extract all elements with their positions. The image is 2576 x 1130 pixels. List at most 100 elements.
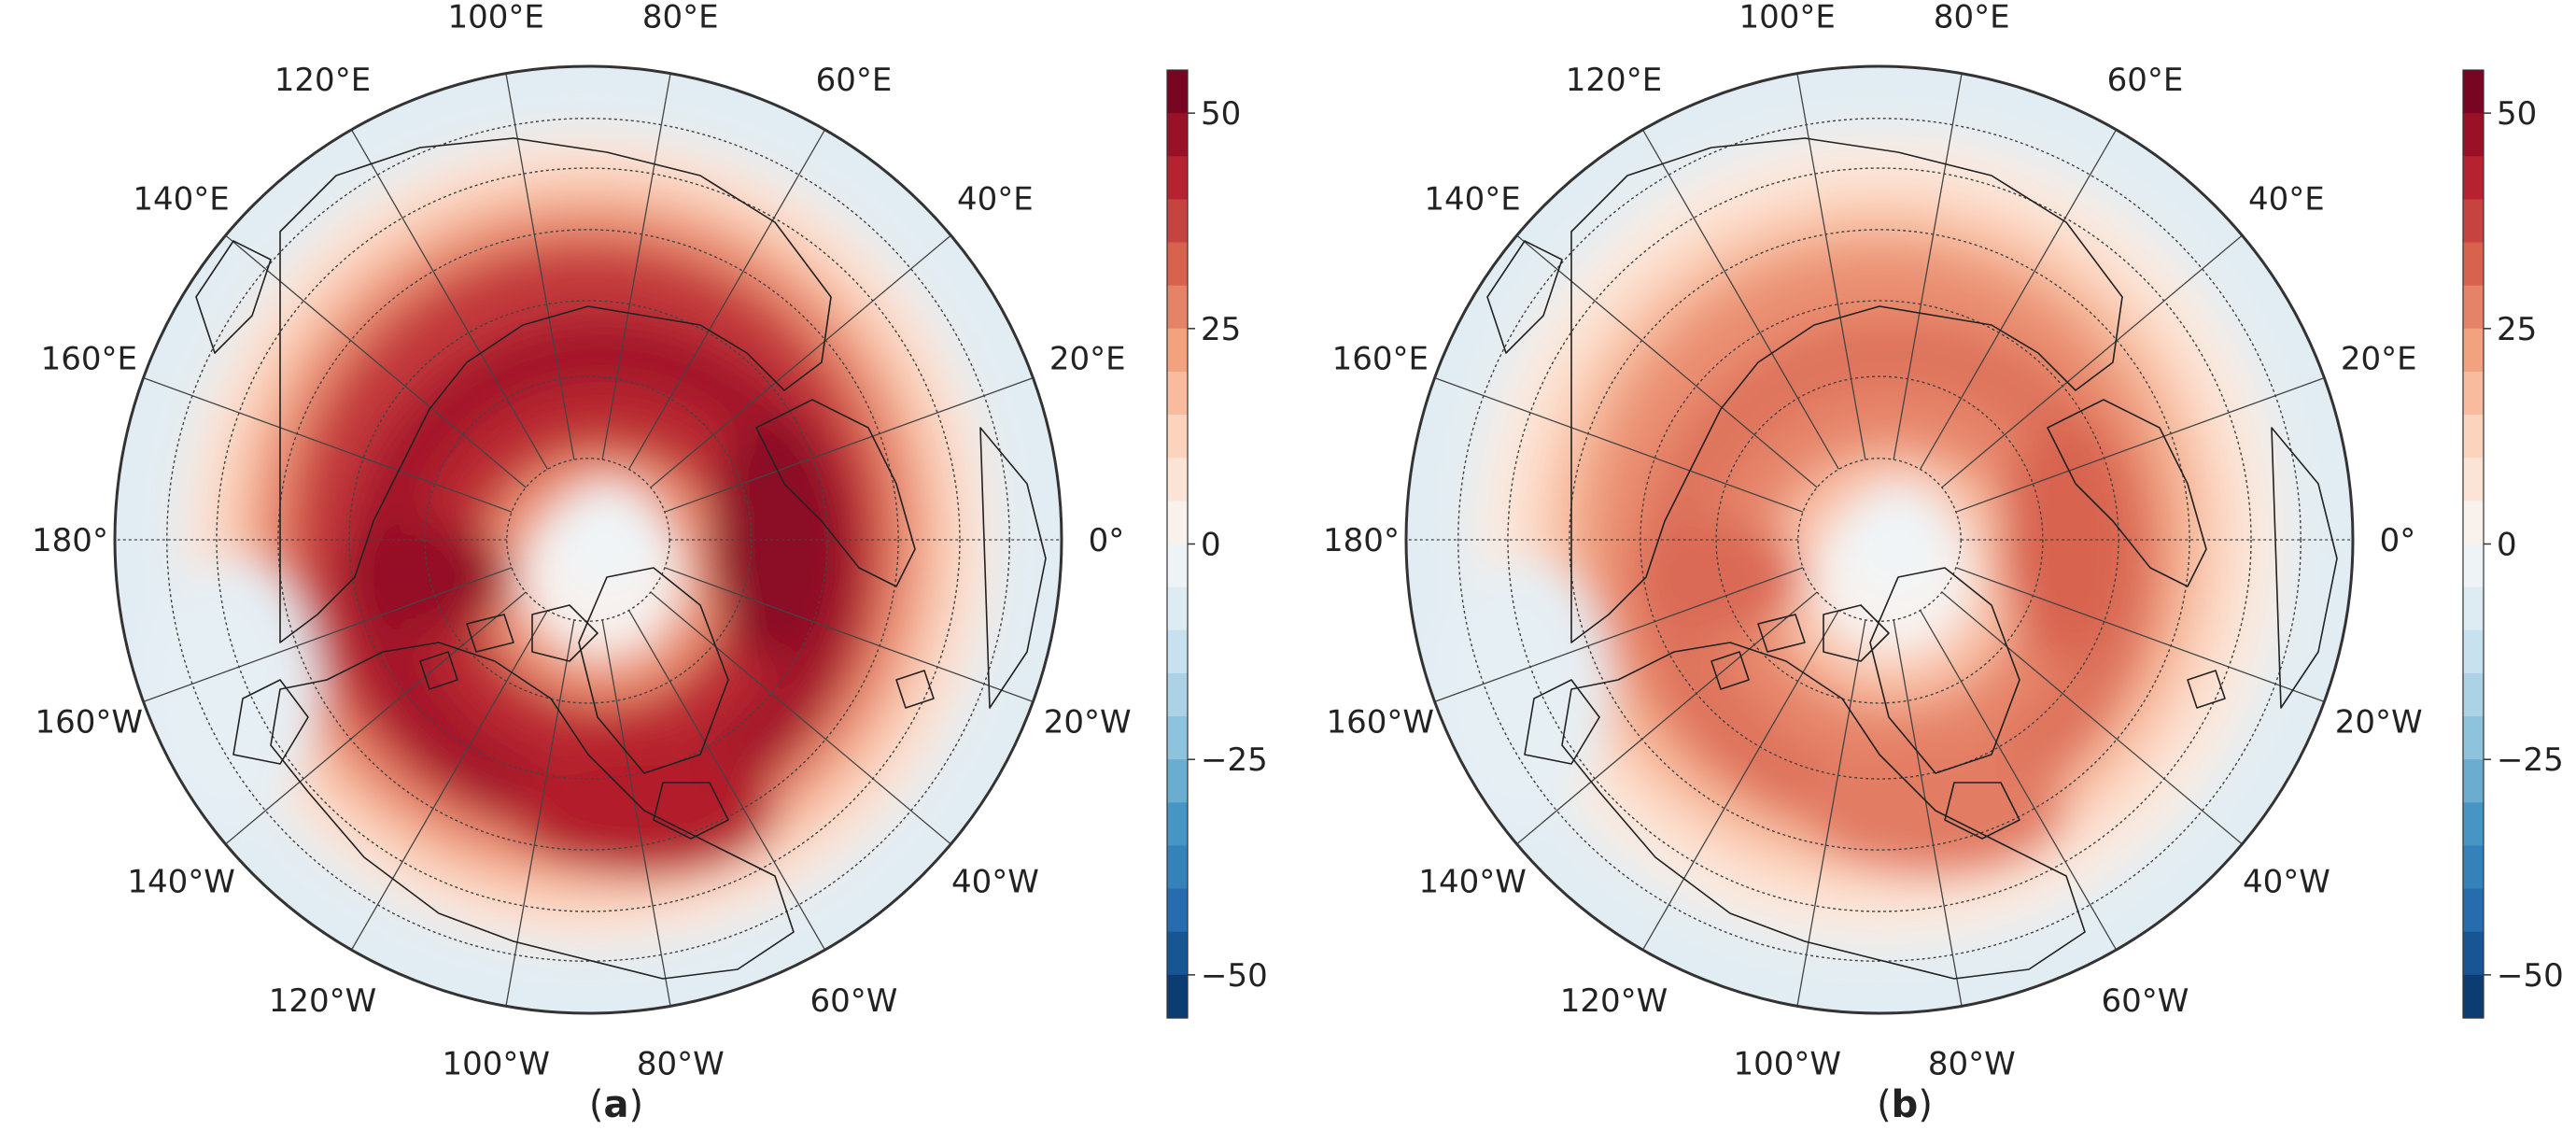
- longitude-label: 140°E: [133, 180, 229, 218]
- meridian: [1434, 376, 1804, 513]
- longitude-label: 160°E: [41, 340, 137, 377]
- longitude-label: 20°W: [2335, 704, 2423, 742]
- colorbar-tick-label: 25: [2497, 311, 2537, 348]
- coastline: [1944, 782, 2020, 840]
- colorbar-swatch: [2463, 586, 2484, 631]
- colorbar-swatch: [1167, 458, 1188, 501]
- longitude-label: 160°W: [1327, 704, 1435, 742]
- longitude-label: 140°W: [1418, 864, 1527, 901]
- longitude-label: 20°E: [2341, 340, 2417, 377]
- meridian: [1920, 610, 2118, 951]
- latitude-circle: [424, 375, 753, 704]
- coastline: [653, 782, 729, 840]
- colorbar-swatch: [2463, 629, 2484, 674]
- colorbar-tick-label: −50: [1201, 957, 1268, 995]
- colorbar-swatch: [2463, 415, 2484, 459]
- coastline: [279, 137, 832, 643]
- meridian: [1955, 567, 2325, 703]
- colorbar-swatch: [1167, 242, 1188, 287]
- colorbar-swatch: [2463, 672, 2484, 717]
- longitude-label: 80°E: [642, 0, 719, 36]
- coastline: [232, 679, 309, 765]
- coastline: [1486, 240, 1563, 354]
- colorbar-swatch: [1167, 501, 1188, 545]
- coastlines-b: [1486, 137, 2338, 980]
- longitude-label: 60°E: [816, 62, 893, 99]
- panel-b: 0° 20°E 40°E 60°E 80°E 100°E 120°E 140°E 160°E 18…: [1323, 0, 2564, 1126]
- colorbar-tick-label: −25: [1201, 742, 1268, 779]
- colorbar-tick-label: 0: [1201, 527, 1221, 564]
- meridian: [505, 73, 575, 460]
- colorbar-swatch: [1167, 586, 1188, 631]
- colorbar-swatch: [1167, 70, 1188, 114]
- colorbar-swatch: [2463, 501, 2484, 545]
- meridian: [628, 610, 826, 951]
- coastline: [270, 642, 795, 980]
- meridian: [225, 234, 527, 488]
- coastline: [195, 240, 272, 354]
- colorbar-swatch: [1167, 629, 1188, 674]
- longitude-label: 100°E: [1739, 0, 1836, 36]
- meridian: [143, 376, 513, 513]
- colorbar-swatch: [2463, 845, 2484, 890]
- field-maximum: [341, 521, 509, 633]
- caption-b: (b): [1877, 1083, 1933, 1126]
- coastline: [2047, 399, 2207, 587]
- coastlines-a: [195, 137, 1047, 980]
- field-minimum: [1441, 558, 1609, 820]
- meridian: [664, 376, 1034, 513]
- longitude-label: 40°W: [2243, 864, 2330, 901]
- caption-a: (a): [589, 1083, 643, 1126]
- longitude-label: 40°E: [2248, 180, 2325, 218]
- longitude-label: 60°E: [2107, 62, 2184, 99]
- meridian: [628, 129, 826, 470]
- longitude-label: 20°E: [1049, 340, 1126, 377]
- longitude-label: 100°W: [1733, 1045, 1841, 1082]
- meridian: [1516, 591, 1818, 845]
- colorbar-swatch: [1167, 199, 1188, 244]
- meridian: [601, 73, 671, 460]
- colorbar-swatch: [1167, 285, 1188, 330]
- meridian: [1434, 567, 1804, 703]
- colorbar-swatch: [1167, 156, 1188, 201]
- latitude-circle: [1715, 375, 2044, 704]
- colorbar-swatch: [1167, 974, 1188, 1019]
- coastline: [755, 399, 916, 587]
- colorbar-swatch: [2463, 716, 2484, 760]
- colorbar-swatch: [1167, 113, 1188, 157]
- colorbar-tick-label: −25: [2497, 742, 2564, 779]
- coastline: [1757, 614, 1806, 653]
- longitude-label: 140°W: [127, 864, 235, 901]
- meridian: [1941, 591, 2243, 845]
- latitude-circle: [1507, 167, 2252, 912]
- coastline: [1823, 604, 1890, 662]
- field-maximum: [1632, 521, 1800, 633]
- coastline: [531, 604, 598, 662]
- longitude-label: 40°E: [957, 180, 1034, 218]
- coastline: [1561, 642, 2086, 980]
- meridian: [1796, 73, 1866, 460]
- colorbar-swatch: [2463, 242, 2484, 287]
- globe-outline-b: [1404, 64, 2355, 1015]
- coastline: [1710, 651, 1750, 690]
- colorbar-swatch: [2463, 931, 2484, 976]
- colorbar-swatch: [2463, 802, 2484, 847]
- longitude-label: 0°: [2380, 522, 2416, 559]
- longitude-label: 60°W: [2102, 982, 2189, 1020]
- longitude-label: 60°W: [810, 982, 898, 1020]
- field-pole: [1842, 484, 1954, 596]
- meridian: [1641, 129, 1839, 470]
- colorbar-swatch: [1167, 845, 1188, 890]
- panel-a: 0° 20°E 40°E 60°E 80°E 100°E 120°E 140°E 160°E 18…: [32, 0, 1268, 1126]
- colorbar-swatch: [2463, 285, 2484, 330]
- coastline: [1869, 567, 2020, 774]
- longitude-labels-a: 0° 20°E 40°E 60°E 80°E 100°E 120°E 140°E 160°E 18…: [32, 0, 1132, 1082]
- coastline: [2187, 670, 2226, 709]
- meridian: [664, 567, 1034, 703]
- anomaly-field-b: [1406, 66, 2353, 1013]
- meridian: [1941, 234, 2243, 488]
- colorbar-swatch: [1167, 371, 1188, 416]
- longitude-label: 180°: [32, 522, 108, 559]
- colorbar-tick-label: 0: [2497, 527, 2517, 564]
- longitude-label: 40°W: [951, 864, 1039, 901]
